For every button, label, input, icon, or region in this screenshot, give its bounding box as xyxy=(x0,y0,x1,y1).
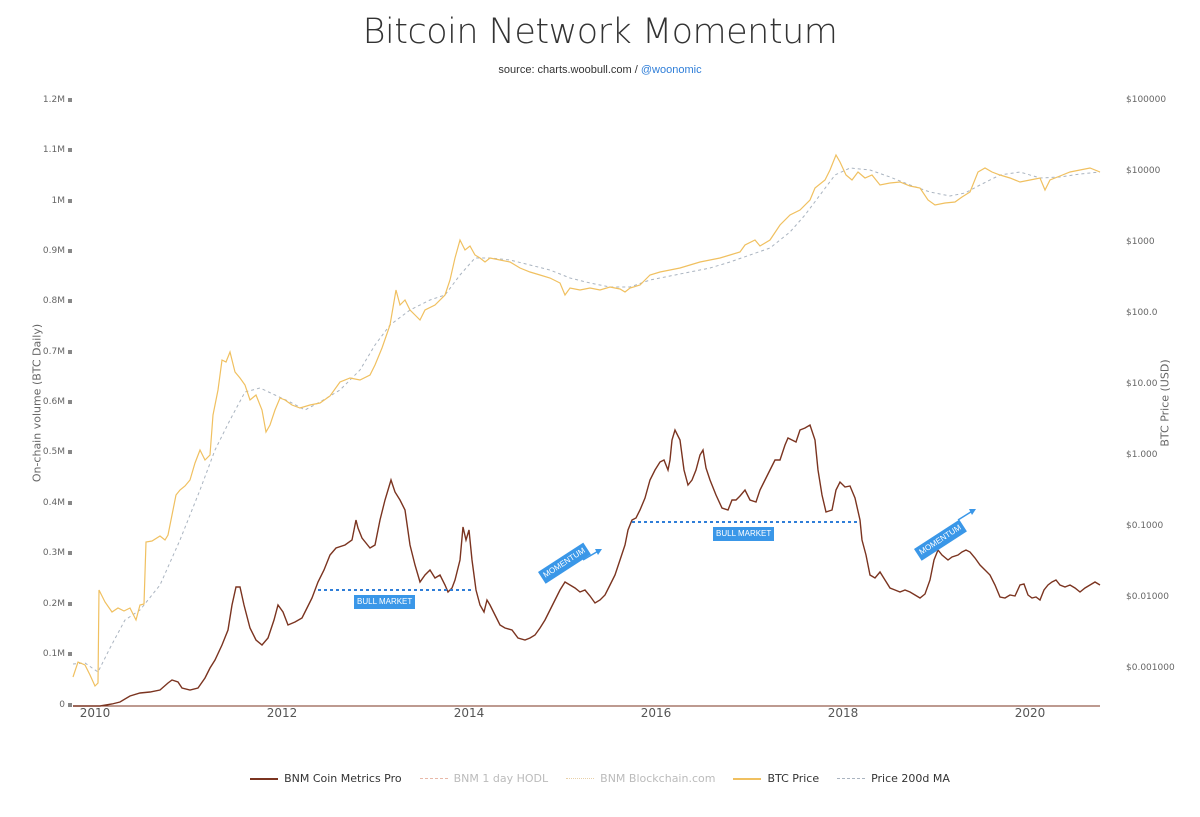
right-tick: $100000 xyxy=(1126,95,1167,105)
x-tick: 2020 xyxy=(1014,706,1046,720)
right-tick: $0.01000 xyxy=(1126,592,1169,602)
dashed-line-icon xyxy=(837,778,866,779)
legend-item-bnm-1day-hodl[interactable]: BNM 1 day HODL xyxy=(419,772,548,785)
source-text: source: charts.woobull.com / xyxy=(498,64,641,76)
left-tick: 1.1M xyxy=(43,145,72,155)
left-tick: 1.2M xyxy=(43,95,72,105)
right-tick: $10000 xyxy=(1126,166,1161,176)
legend-item-price-200d-ma[interactable]: Price 200d MA xyxy=(837,772,950,785)
x-tick: 2012 xyxy=(266,706,298,720)
legend-item-bnm-coin-metrics[interactable]: BNM Coin Metrics Pro xyxy=(250,772,402,785)
right-tick: $0.001000 xyxy=(1126,663,1175,673)
bnm-coin-metrics-line xyxy=(73,423,1101,707)
left-tick: 0.6M xyxy=(43,397,72,407)
x-tick: 2010 xyxy=(79,706,111,720)
chart-title: Bitcoin Network Momentum xyxy=(362,12,838,52)
left-tick: 0.7M xyxy=(43,347,72,357)
x-tick: 2014 xyxy=(453,706,485,720)
price-200d-ma-line xyxy=(72,167,1101,673)
bull-market-label: BULL MARKET xyxy=(354,595,416,609)
legend-item-btc-price[interactable]: BTC Price xyxy=(733,772,819,785)
momentum-arrow-icon xyxy=(582,549,602,561)
dotted-line-icon xyxy=(566,778,595,779)
solid-line-icon xyxy=(733,777,762,780)
right-tick: $0.1000 xyxy=(1126,521,1164,531)
left-tick: 0.2M xyxy=(43,599,72,609)
right-tick: $1000 xyxy=(1126,237,1155,247)
left-tick: 0.3M xyxy=(43,548,72,558)
solid-line-icon xyxy=(250,777,279,780)
left-tick: 0.4M xyxy=(43,498,72,508)
right-tick: $100.0 xyxy=(1126,308,1158,318)
bull-market-label: BULL MARKET xyxy=(713,527,775,541)
left-tick: 0 xyxy=(59,700,72,710)
woonomic-link[interactable]: @woonomic xyxy=(640,64,702,76)
right-tick: $10.00 xyxy=(1126,379,1158,389)
left-tick: 0.1M xyxy=(43,649,72,659)
legend-item-bnm-blockchain[interactable]: BNM Blockchain.com xyxy=(566,772,715,785)
right-tick: $1.000 xyxy=(1126,450,1158,460)
chart-subtitle: source: charts.woobull.com / @woonomic xyxy=(0,64,1200,76)
x-tick: 2018 xyxy=(827,706,859,720)
left-tick: 0.5M xyxy=(43,447,72,457)
btc-price-line xyxy=(72,153,1101,688)
left-tick: 0.8M xyxy=(43,296,72,306)
dashed-line-icon xyxy=(419,778,448,779)
left-tick: 1M xyxy=(52,196,73,206)
momentum-arrow-icon xyxy=(957,509,976,521)
x-tick: 2016 xyxy=(640,706,672,720)
legend: BNM Coin Metrics Pro BNM 1 day HODL BNM … xyxy=(0,772,1200,785)
left-tick: 0.9M xyxy=(43,246,72,256)
